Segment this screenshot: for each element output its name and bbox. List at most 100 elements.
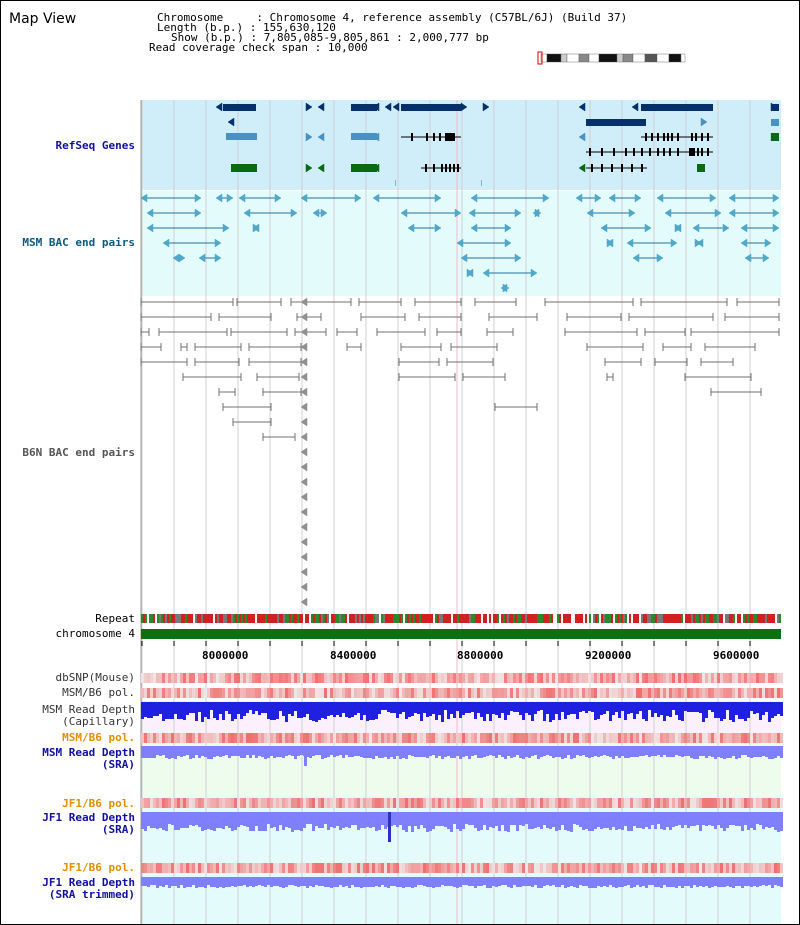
jf1-b6-pol2-heat-cell [477,863,480,873]
msm-capillary-depth-bar [288,702,291,714]
jf1-b6-pol2-heat-cell [144,863,147,873]
jf1-trimmed-depth-bar [735,877,738,886]
jf1-trimmed-depth-bar [405,877,408,887]
msm-bac-end-arrow [252,223,260,233]
msm-sra-depth-bar [192,746,195,758]
dbsnp-heat-cell [708,673,711,683]
jf1-sra-depth-bar [450,812,453,832]
repeat-segment [463,614,465,623]
jf1-b6-pol2-heat-cell [375,863,378,873]
jf1-b6-pol-heat-cell [159,798,162,808]
track-label-repeat[interactable]: Repeat [95,612,135,625]
msm-capillary-depth-bar [297,702,300,718]
dbsnp-heat-cell [666,673,669,683]
msm-b6-pol2-heat-cell [564,733,567,743]
msm-sra-depth-bar [147,746,150,758]
track-label-jf1-b6-pol[interactable]: JF1/B6 pol. [62,797,135,810]
dbsnp-heat-cell [687,673,690,683]
msm-capillary-depth-bar [357,702,360,713]
msm-sra-depth-bar [420,746,423,757]
jf1-b6-pol-heat-cell [228,798,231,808]
dbsnp-heat-cell [333,673,336,683]
track-label-msm-bac[interactable]: MSM BAC end pairs [22,236,135,249]
jf1-sra-depth-bar [573,812,576,824]
jf1-b6-pol2-heat-cell [252,863,255,873]
dbsnp-heat-cell [720,673,723,683]
msm-b6-pol2-heat-cell [753,733,756,743]
msm-sra-depth-bar [690,746,693,758]
jf1-sra-depth-bar [195,812,198,825]
msm-b6-pol-heat-cell [669,688,672,698]
msm-b6-pol2-heat-cell [507,733,510,743]
repeat-segment [513,614,515,623]
repeat-segment [519,614,521,623]
jf1-b6-pol2-heat-cell [678,863,681,873]
dbsnp-heat-cell [198,673,201,683]
msm-capillary-depth-bar [372,702,375,720]
dbsnp-heat-cell [567,673,570,683]
jf1-trimmed-depth-bar [177,877,180,888]
repeat-segment [425,614,427,623]
track-label-jf1-read-trimmed[interactable]: JF1 Read Depth (SRA trimmed) [1,877,135,901]
msm-sra-depth-bar [687,746,690,756]
jf1-trimmed-depth-bar [363,877,366,887]
dbsnp-heat-cell [582,673,585,683]
jf1-b6-pol2-heat-cell [156,863,159,873]
jf1-sra-depth-bar [639,812,642,828]
jf1-b6-pol-heat-cell [480,798,483,808]
jf1-b6-pol-heat-cell [672,798,675,808]
jf1-b6-pol-heat-cell [717,798,720,808]
jf1-sra-depth-bar [735,812,738,826]
track-label-msm-read-capillary[interactable]: MSM Read Depth (Capillary) [1,704,135,728]
track-label-msm-b6-pol[interactable]: MSM/B6 pol. [62,686,135,699]
jf1-sra-depth-bar [288,812,291,828]
repeat-segment [289,614,291,623]
track-label-jf1-read-sra[interactable]: JF1 Read Depth (SRA) [1,812,135,836]
jf1-b6-pol2-heat-cell [288,863,291,873]
msm-b6-pol2-heat-cell [735,733,738,743]
jf1-b6-pol2-heat-cell [612,863,615,873]
msm-sra-depth-bar [363,746,366,758]
msm-sra-depth-bar [729,746,732,758]
refseq-exon [689,148,695,156]
track-label-dbsnp[interactable]: dbSNP(Mouse) [55,671,135,684]
jf1-b6-pol-heat-cell [576,798,579,808]
dbsnp-heat-cell [222,673,225,683]
repeat-segment [747,614,749,623]
msm-b6-pol2-heat-cell [387,733,390,743]
repeat-segment [633,614,635,623]
jf1-trimmed-depth-bar [141,877,144,886]
track-label-msm-b6-pol-2[interactable]: MSM/B6 pol. [62,731,135,744]
repeat-segment [371,614,373,623]
track-label-jf1-b6-pol-2[interactable]: JF1/B6 pol. [62,861,135,874]
jf1-b6-pol-heat-cell [249,798,252,808]
jf1-b6-pol-heat-cell [261,798,264,808]
repeat-segment [219,614,221,623]
track-label-msm-read-sra[interactable]: MSM Read Depth (SRA) [1,747,135,771]
jf1-b6-pol2-heat-cell [345,863,348,873]
jf1-b6-pol-heat-cell [255,798,258,808]
track-label-refseq[interactable]: RefSeq Genes [55,139,135,152]
msm-b6-pol2-heat-cell [510,733,513,743]
repeat-segment [159,614,161,623]
refseq-exon [667,133,669,141]
jf1-trimmed-depth-bar [243,877,246,885]
refseq-gene-green [351,164,377,172]
msm-capillary-depth-bar [228,702,231,714]
jf1-b6-pol2-heat-cell [408,863,411,873]
msm-b6-pol2-heat-cell [207,733,210,743]
jf1-trimmed-depth-bar [231,877,234,886]
msm-sra-depth-bar [555,746,558,757]
msm-capillary-depth-bar [351,702,354,717]
msm-b6-pol-heat-cell [486,688,489,698]
msm-b6-pol2-heat-cell [687,733,690,743]
repeat-segment [569,614,571,623]
jf1-sra-depth-spike [388,812,391,842]
jf1-b6-pol2-heat-cell [210,863,213,873]
msm-bac-end-arrow [454,208,462,218]
msm-b6-pol2-heat-cell [291,733,294,743]
track-label-b6n-bac[interactable]: B6N BAC end pairs [22,446,135,459]
track-label-chromosome[interactable]: chromosome 4 [55,627,135,640]
jf1-sra-depth-bar [534,812,537,828]
